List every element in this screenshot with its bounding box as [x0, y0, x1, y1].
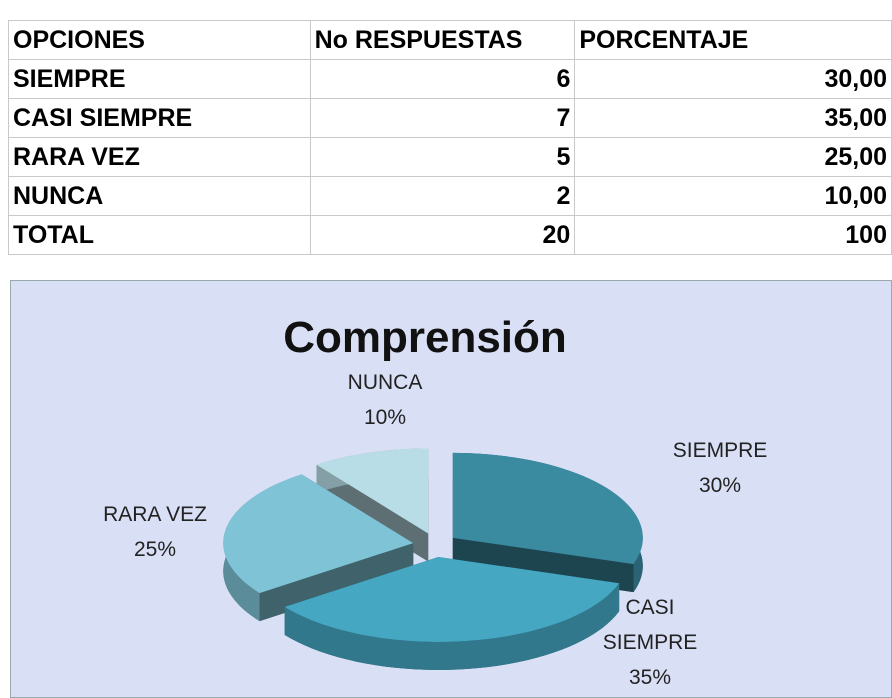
table-row: RARA VEZ 5 25,00 [8, 137, 892, 177]
slice-edge [452, 537, 634, 593]
table-cell: 5 [309, 137, 576, 177]
category-label: SIEMPRE [672, 439, 768, 462]
table-row: CASI SIEMPRE 7 35,00 [8, 98, 892, 138]
value-label: 30% [698, 474, 742, 497]
slice-label: NUNCA 10% [320, 365, 450, 435]
value-label: 25% [133, 538, 177, 561]
category-label: CASI SIEMPRE [602, 596, 698, 654]
pie-slice [452, 452, 643, 593]
pie-slice [223, 474, 414, 622]
slice-top [223, 474, 414, 594]
category-label: RARA VEZ [103, 503, 207, 526]
value-label: 35% [628, 666, 672, 689]
table-row: NUNCA 2 10,00 [8, 176, 892, 216]
header-row: OPCIONES No RESPUESTAS PORCENTAJE [8, 20, 892, 60]
slice-label: SIEMPRE 30% [655, 433, 785, 503]
slice-top [316, 448, 429, 534]
table-cell: 7 [309, 98, 576, 138]
table-cell: 25,00 [574, 137, 892, 177]
table-cell: 20 [309, 215, 576, 255]
slice-wall [284, 583, 620, 670]
value-label: 10% [363, 406, 407, 429]
slice-edge [259, 543, 414, 622]
table-cell: TOTAL [8, 215, 311, 255]
chart-title: Comprensión [283, 313, 567, 362]
table-cell: CASI SIEMPRE [8, 98, 311, 138]
slice-label: CASI SIEMPRE 35% [600, 590, 700, 695]
table-row: TOTAL 20 100 [8, 215, 892, 255]
table-cell: 35,00 [574, 98, 892, 138]
table-cell: NUNCA [8, 176, 311, 216]
table-cell: 30,00 [574, 59, 892, 99]
pie-slice [284, 556, 620, 670]
header-cell: PORCENTAJE [574, 20, 892, 60]
header-cell: OPCIONES [8, 20, 311, 60]
slice-label: RARA VEZ 25% [90, 497, 220, 567]
slice-top [284, 556, 620, 642]
table-cell: 100 [574, 215, 892, 255]
category-label: NUNCA [347, 371, 423, 394]
slice-top [452, 452, 643, 565]
data-table: OPCIONES No RESPUESTAS PORCENTAJE SIEMPRE 6 3… [8, 20, 892, 255]
header-cell: No RESPUESTAS [309, 20, 576, 60]
